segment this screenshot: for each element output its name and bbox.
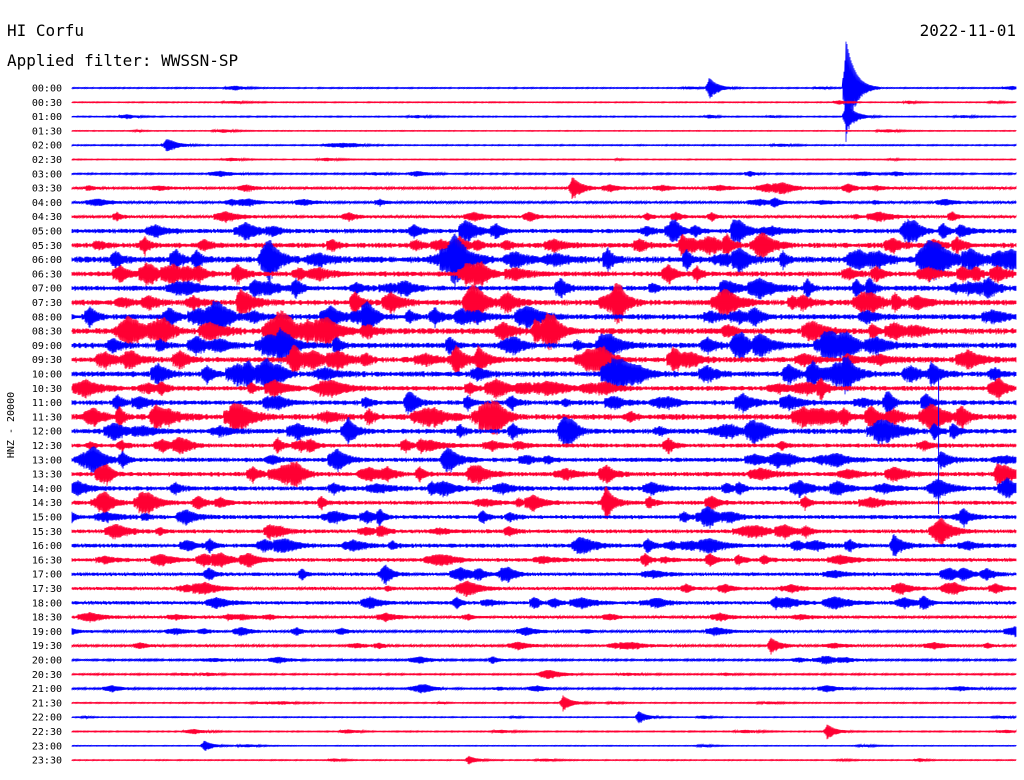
row-time-label: 21:30 [32,698,62,709]
trace-row-1730 [71,580,1017,598]
row-time-label: 00:30 [32,98,62,109]
row-time-label: 10:00 [32,370,62,381]
row-time-label: 14:30 [32,498,62,509]
trace-row-0930 [71,344,1017,376]
row-time-label: 03:00 [32,169,62,180]
row-time-label: 08:00 [32,312,62,323]
trace-row-1630 [71,552,1017,568]
row-time-label: 00:00 [32,84,62,95]
trace-row-0830 [71,310,1017,354]
filter-label: Applied filter: WWSSN-SP [7,51,238,70]
row-time-label: 14:00 [32,484,62,495]
date-label: 2022-11-01 [920,21,1016,40]
trace-row-2030 [71,669,1017,680]
trace-row-1800 [71,595,1017,611]
trace-row-0730 [71,283,1017,325]
row-time-label: 20:00 [32,656,62,667]
row-time-label: 11:30 [32,412,62,423]
trace-row-0500 [71,218,1017,244]
row-time-label: 19:00 [32,627,62,638]
row-time-label: 08:30 [32,327,62,338]
trace-row-1830 [71,611,1017,623]
trace-row-1500 [71,505,1017,529]
row-time-label: 06:30 [32,269,62,280]
row-time-label: 04:30 [32,212,62,223]
row-time-label: 19:30 [32,641,62,652]
row-time-label: 05:00 [32,227,62,238]
row-time-label: 09:30 [32,355,62,366]
trace-row-0630 [71,261,1017,288]
trace-row-1130 [71,399,1017,436]
row-time-label: 23:00 [32,741,62,752]
trace-row-1430 [71,486,1017,520]
row-time-label: 16:00 [32,541,62,552]
row-time-label: 07:00 [32,284,62,295]
row-time-label: 13:30 [32,470,62,481]
row-time-label: 22:30 [32,727,62,738]
row-time-label: 23:30 [32,756,62,767]
station-title: HI Corfu [7,21,84,40]
row-time-label: 18:30 [32,613,62,624]
trace-row-1930 [71,637,1017,655]
row-time-label: 12:00 [32,427,62,438]
row-time-label: 17:30 [32,584,62,595]
trace-row-1200 [71,416,1017,448]
trace-row-1400 [71,477,1017,499]
trace-row-1330 [71,461,1017,488]
trace-row-1900 [71,626,1017,638]
row-time-label: 16:30 [32,555,62,566]
row-time-label: 21:00 [32,684,62,695]
trace-row-1000 [71,355,1017,395]
row-time-label: 01:30 [32,126,62,137]
row-time-label: 15:30 [32,527,62,538]
trace-row-0400 [71,197,1017,208]
trace-row-0900 [71,327,1017,365]
trace-row-1700 [71,564,1017,586]
trace-row-0430 [71,211,1017,224]
channel-scale-label: HNZ - 20000 [6,392,17,458]
row-time-label: 05:30 [32,241,62,252]
trace-row-1230 [71,436,1017,455]
row-time-label: 10:30 [32,384,62,395]
row-time-label: 04:00 [32,198,62,209]
row-time-label: 07:30 [32,298,62,309]
row-time-label: 22:00 [32,713,62,724]
trace-row-1100 [71,391,1017,416]
row-time-label: 13:00 [32,455,62,466]
seismic-traces [71,41,1017,765]
trace-row-1600 [71,533,1017,557]
row-time-label: 03:30 [32,184,62,195]
trace-row-0700 [71,276,1017,300]
trace-row-0800 [71,300,1017,336]
trace-row-1530 [71,517,1017,547]
row-time-label: 20:30 [32,670,62,681]
row-time-label: 18:00 [32,598,62,609]
row-time-label: 17:00 [32,570,62,581]
trace-row-0530 [71,232,1017,260]
row-time-label: 02:00 [32,141,62,152]
trace-row-1030 [71,377,1017,401]
row-time-label: 09:00 [32,341,62,352]
row-time-label: 11:00 [32,398,62,409]
trace-row-0600 [71,233,1017,291]
row-time-label: 02:30 [32,155,62,166]
row-time-label: 06:00 [32,255,62,266]
row-time-label: 15:00 [32,513,62,524]
trace-row-1300 [71,446,1017,475]
row-time-label: 01:00 [32,112,62,123]
row-labels: 00:00 00:30 01:00 01:30 02:00 02:30 03:00 03:30… [32,84,62,767]
row-time-label: 12:30 [32,441,62,452]
